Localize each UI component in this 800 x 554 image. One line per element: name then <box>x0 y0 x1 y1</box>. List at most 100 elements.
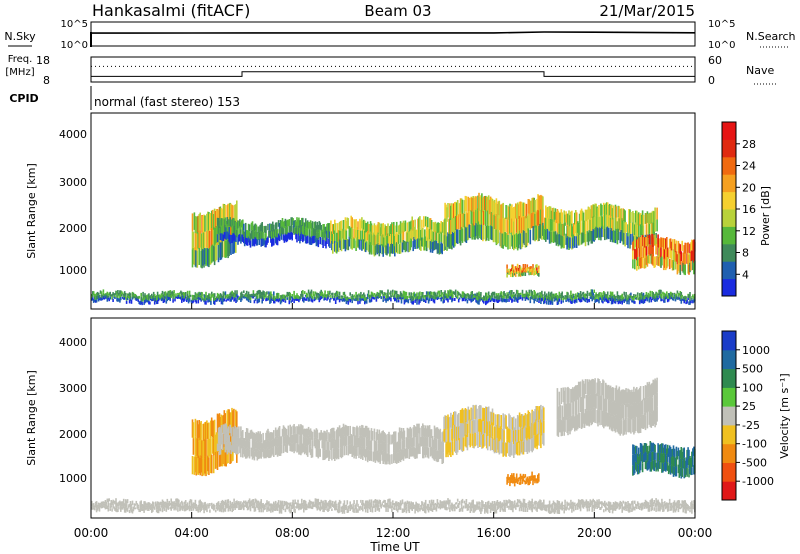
heatmap-cell <box>407 501 410 505</box>
heatmap-cell <box>191 506 194 509</box>
heatmap-cell <box>342 239 345 250</box>
heatmap-cell <box>207 439 209 456</box>
heatmap-cell <box>687 293 689 296</box>
heatmap-cell <box>559 223 562 235</box>
heatmap-cell <box>343 504 346 510</box>
heatmap-cell <box>273 291 275 296</box>
heatmap-cell <box>626 504 628 507</box>
heatmap-cell <box>599 501 601 505</box>
heatmap-cell <box>593 217 595 230</box>
heatmap-cell <box>195 504 198 507</box>
heatmap-cell <box>156 299 159 304</box>
heatmap-cell <box>368 506 371 510</box>
heatmap-cell <box>279 228 282 237</box>
heatmap-cell <box>689 262 691 273</box>
heatmap-cell <box>376 507 379 511</box>
heatmap-cell <box>402 296 405 300</box>
heatmap-cell <box>250 429 253 439</box>
heatmap-cell <box>468 297 471 299</box>
heatmap-cell <box>471 211 473 226</box>
heatmap-cell <box>432 506 435 510</box>
heatmap-cell <box>490 295 493 299</box>
heatmap-cell <box>578 234 581 246</box>
heatmap-cell <box>645 224 648 236</box>
heatmap-cell <box>524 509 527 512</box>
heatmap-cell <box>292 499 294 503</box>
heatmap-cell <box>532 504 534 507</box>
heatmap-cell <box>372 232 375 244</box>
heatmap-cell <box>198 291 200 295</box>
heatmap-cell <box>214 509 217 513</box>
heatmap-cell <box>293 220 295 228</box>
heatmap-cell <box>595 292 597 296</box>
heatmap-cell <box>678 253 681 263</box>
heatmap-cell <box>221 300 224 305</box>
heatmap-cell <box>586 294 589 299</box>
heatmap-cell <box>321 296 323 299</box>
heatmap-cell <box>375 235 378 244</box>
heatmap-cell <box>235 445 237 455</box>
heatmap-cell <box>213 227 216 247</box>
heatmap-cell <box>429 503 432 508</box>
heatmap-cell <box>345 508 348 510</box>
heatmap-cell <box>385 507 387 512</box>
noise-panel: N.Sky 10^5 10^0 10^5 10^0 N.Search <box>4 19 795 51</box>
heatmap-cell <box>224 503 227 508</box>
heatmap-cell <box>141 301 143 306</box>
heatmap-cell <box>362 503 364 508</box>
heatmap-cell <box>575 212 578 225</box>
heatmap-cell <box>312 291 315 294</box>
heatmap-cell <box>597 299 599 302</box>
heatmap-cell <box>166 298 169 302</box>
heatmap-cell <box>100 501 103 504</box>
heatmap-cell <box>233 505 235 509</box>
heatmap-cell <box>676 264 679 275</box>
heatmap-cell <box>341 297 344 300</box>
heatmap-cell <box>218 505 221 508</box>
heatmap-cell <box>231 219 233 228</box>
heatmap-cell <box>333 233 335 244</box>
heatmap-cell <box>249 300 252 303</box>
heatmap-cell <box>203 506 205 510</box>
heatmap-cell <box>637 212 640 224</box>
heatmap-cell <box>438 506 441 508</box>
heatmap-cell <box>221 449 224 467</box>
heatmap-cell <box>225 424 228 433</box>
heatmap-cell <box>164 501 167 504</box>
heatmap-cell <box>590 500 593 503</box>
heatmap-cell <box>366 296 369 300</box>
heatmap-cell <box>542 222 544 236</box>
heatmap-cell <box>202 232 204 249</box>
heatmap-cell <box>317 498 320 503</box>
heatmap-cell <box>246 447 249 458</box>
heatmap-cell <box>467 211 470 226</box>
heatmap-cell <box>659 508 661 512</box>
heatmap-cell <box>373 505 376 508</box>
heatmap-cell <box>675 240 678 252</box>
heatmap-cell <box>553 296 556 300</box>
heatmap-cell <box>193 504 196 507</box>
heatmap-cell <box>111 501 113 505</box>
heatmap-cell <box>172 504 174 507</box>
heatmap-cell <box>630 212 632 223</box>
heatmap-cell <box>248 501 251 505</box>
heatmap-cell <box>199 440 201 458</box>
heatmap-cell <box>125 500 128 504</box>
heatmap-cell <box>387 499 389 504</box>
heatmap-cell <box>465 505 468 509</box>
heatmap-cell <box>450 293 452 297</box>
heatmap-cell <box>255 448 258 457</box>
heatmap-cell <box>257 506 260 510</box>
heatmap-cell <box>221 218 224 226</box>
heatmap-cell <box>373 245 376 257</box>
heatmap-cell <box>95 296 98 300</box>
heatmap-cell <box>194 502 197 506</box>
heatmap-cell <box>359 239 361 250</box>
heatmap-cell <box>322 500 324 505</box>
heatmap-cell <box>228 505 230 508</box>
heatmap-cell <box>169 293 171 298</box>
heatmap-cell <box>606 508 609 511</box>
heatmap-cell <box>399 503 402 507</box>
heatmap-cell <box>448 218 450 234</box>
heatmap-cell <box>485 300 488 304</box>
